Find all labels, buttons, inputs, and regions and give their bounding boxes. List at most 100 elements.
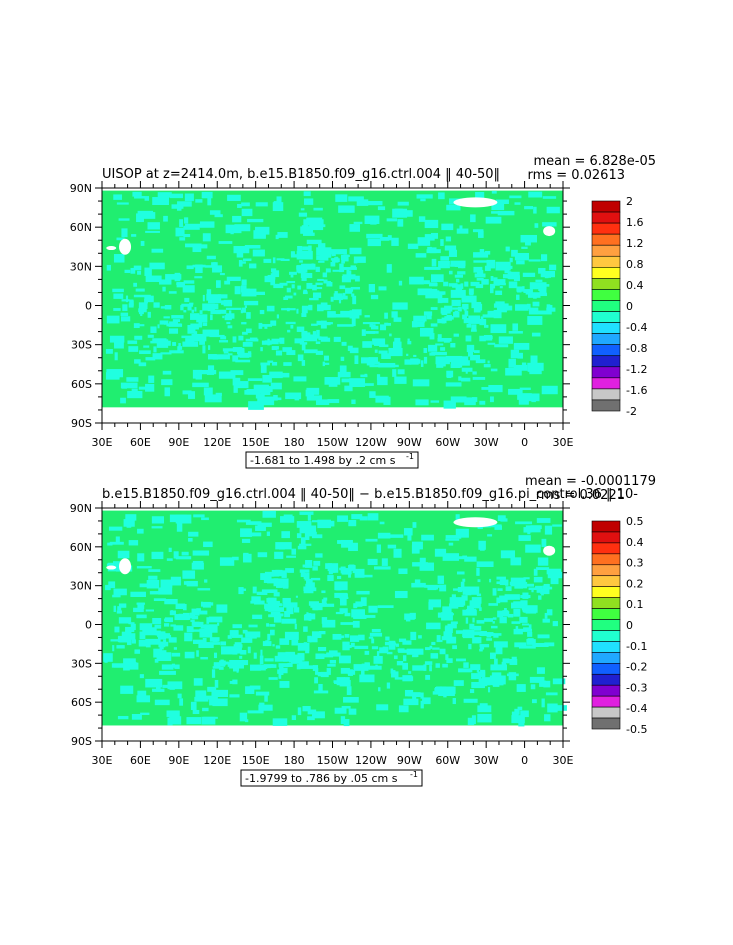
negative-patch — [410, 631, 417, 641]
negative-patch — [431, 351, 447, 356]
negative-patch — [207, 686, 217, 692]
negative-patch — [347, 669, 356, 675]
negative-patch — [124, 269, 131, 273]
negative-patch — [442, 606, 452, 614]
negative-patch — [424, 237, 430, 241]
negative-patch — [302, 564, 310, 568]
negative-patch — [181, 335, 191, 339]
mean-text: mean = 6.828e-05 — [534, 154, 656, 169]
negative-patch — [123, 519, 135, 527]
negative-patch — [452, 698, 456, 705]
negative-patch — [131, 639, 136, 644]
negative-patch — [270, 382, 282, 390]
negative-patch — [379, 521, 385, 525]
negative-patch — [255, 691, 270, 696]
negative-patch — [495, 199, 509, 205]
negative-patch — [454, 310, 459, 314]
negative-patch — [340, 356, 345, 361]
negative-patch — [330, 261, 336, 267]
negative-patch — [178, 343, 181, 349]
negative-patch — [114, 340, 124, 349]
negative-patch — [137, 324, 145, 327]
negative-patch — [279, 570, 288, 573]
negative-patch — [529, 282, 547, 290]
negative-patch — [461, 595, 468, 601]
negative-patch — [450, 601, 454, 608]
negative-patch — [445, 625, 450, 631]
negative-patch — [343, 719, 350, 727]
colorbar-label: 0 — [626, 619, 633, 632]
negative-patch — [261, 589, 278, 593]
negative-patch — [315, 667, 319, 675]
negative-patch — [489, 396, 494, 403]
negative-patch — [266, 531, 270, 536]
negative-patch — [458, 364, 463, 368]
negative-patch — [215, 392, 222, 396]
negative-patch — [283, 362, 292, 366]
negative-patch — [378, 687, 381, 692]
negative-patch — [318, 336, 328, 341]
negative-patch — [323, 355, 329, 361]
negative-patch — [263, 664, 274, 668]
negative-patch — [239, 353, 250, 358]
negative-patch — [165, 641, 169, 647]
negative-patch — [424, 584, 441, 588]
negative-patch — [317, 519, 331, 529]
negative-patch — [543, 680, 551, 688]
negative-patch — [335, 313, 350, 318]
negative-patch — [291, 548, 297, 555]
negative-patch — [157, 324, 160, 329]
negative-patch — [436, 639, 443, 643]
negative-patch — [162, 684, 169, 688]
negative-patch — [287, 662, 293, 667]
negative-patch — [386, 682, 391, 689]
negative-patch — [262, 374, 272, 383]
negative-patch — [516, 286, 524, 292]
negative-patch — [190, 701, 197, 711]
negative-patch — [339, 567, 344, 571]
panel-2: 30E 60E 90E 120E 150E 180 150W 120W 90W 60W 30W 0 30… — [70, 474, 656, 787]
negative-patch — [327, 575, 334, 582]
negative-patch — [184, 632, 193, 642]
negative-patch — [361, 668, 365, 677]
negative-patch — [443, 692, 447, 698]
negative-patch — [354, 645, 369, 650]
negative-patch — [491, 683, 504, 686]
negative-patch — [339, 285, 346, 290]
negative-patch — [159, 279, 172, 285]
negative-patch — [203, 716, 218, 719]
negative-patch — [454, 263, 460, 267]
negative-patch — [340, 716, 346, 725]
negative-patch — [496, 597, 501, 604]
masked-region — [119, 558, 132, 575]
negative-patch — [326, 252, 332, 258]
negative-patch — [327, 399, 340, 404]
negative-patch — [241, 279, 247, 286]
negative-patch — [165, 274, 182, 280]
negative-patch — [147, 222, 160, 230]
negative-patch — [506, 673, 519, 677]
negative-patch — [333, 295, 343, 300]
negative-patch — [319, 630, 326, 635]
negative-patch — [379, 344, 389, 348]
negative-patch — [516, 684, 526, 692]
negative-patch — [351, 609, 365, 618]
negative-patch — [541, 589, 544, 596]
negative-patch — [392, 302, 408, 310]
negative-patch — [536, 667, 545, 674]
negative-patch — [275, 542, 292, 550]
negative-patch — [530, 684, 536, 690]
y-tick-label: 30S — [71, 339, 92, 352]
negative-patch — [542, 196, 557, 199]
negative-patch — [547, 571, 563, 579]
negative-patch — [206, 371, 215, 375]
negative-patch — [434, 282, 438, 287]
x-tick-label: 120W — [355, 436, 387, 449]
negative-patch — [173, 551, 179, 559]
negative-patch — [479, 318, 487, 326]
negative-patch — [352, 295, 357, 305]
negative-patch — [499, 595, 515, 600]
negative-patch — [260, 649, 263, 656]
negative-patch — [403, 528, 413, 536]
negative-patch — [148, 569, 161, 572]
